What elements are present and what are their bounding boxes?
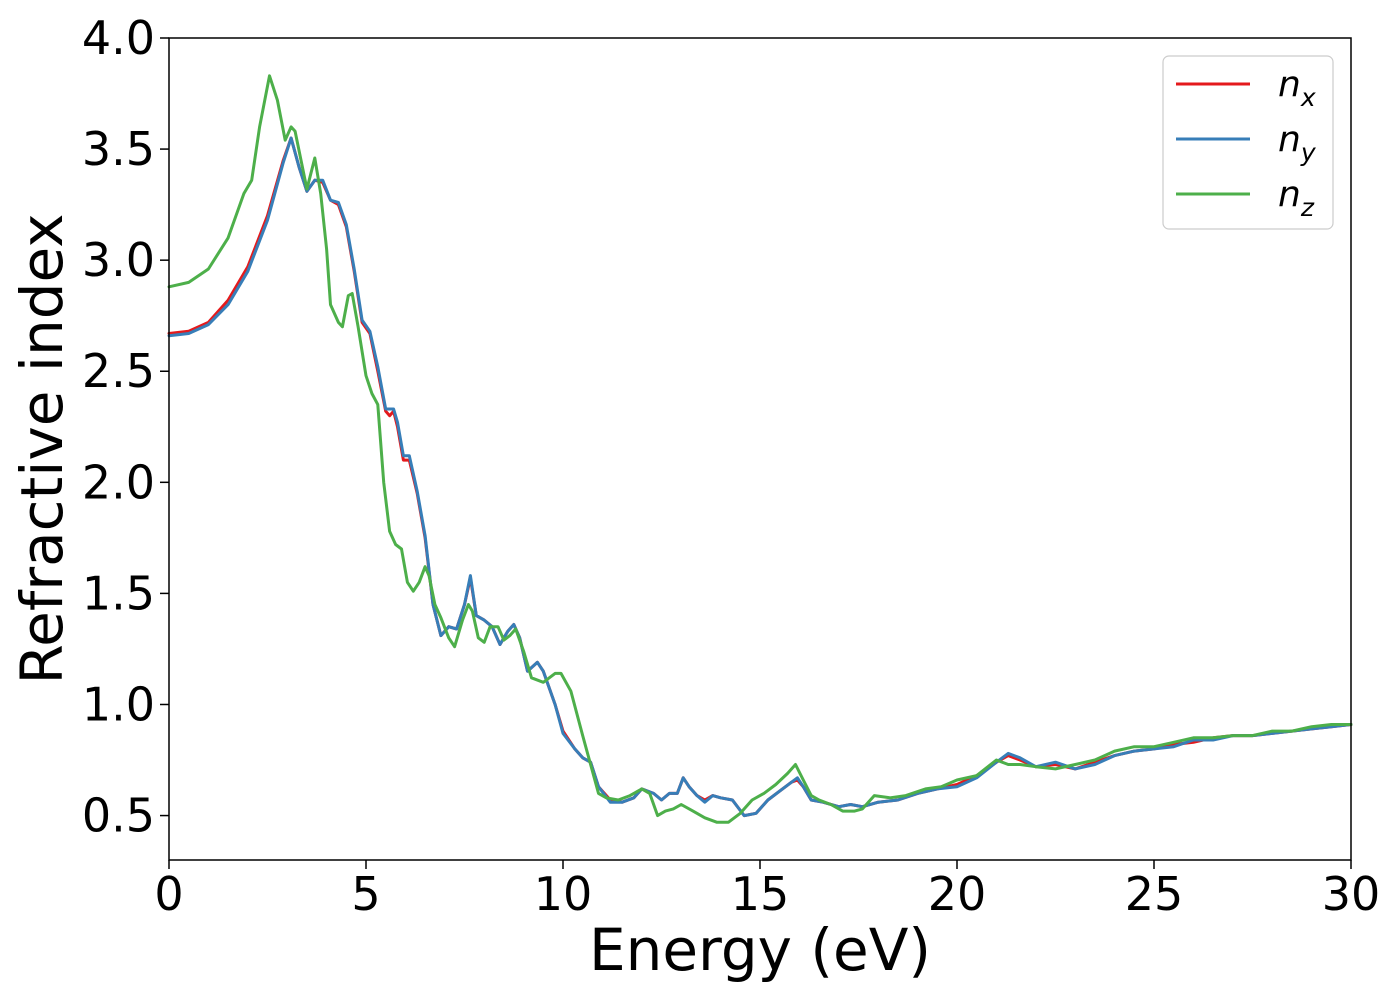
series-line-y [167,136,1353,818]
y-tick-label: 2.0 [82,455,155,509]
legend-label-subscript: z [1300,193,1315,222]
x-tick-label: 30 [1322,867,1381,921]
x-axis-ticks: 0 5 10 15 20 25 30 [154,860,1380,921]
legend-label-subscript: x [1300,83,1316,112]
legend-label-subscript: y [1300,138,1317,167]
y-tick-label: 2.5 [82,344,155,398]
y-tick-label: 3.5 [82,122,155,176]
y-tick-label: 3.0 [82,233,155,287]
y-axis-label: Refractive index [8,213,76,684]
y-tick-label: 1.5 [82,566,155,620]
series-lines [167,74,1353,824]
x-tick-label: 10 [534,867,593,921]
x-tick-label: 20 [928,867,987,921]
series-line-z [167,74,1353,824]
x-tick-label: 15 [731,867,790,921]
x-tick-label: 5 [351,867,380,921]
legend-box [1162,55,1334,230]
x-tick-label: 25 [1125,867,1184,921]
y-tick-label: 1.0 [82,677,155,731]
y-tick-label: 4.0 [82,11,155,65]
x-tick-label: 0 [154,867,183,921]
y-tick-label: 0.5 [82,789,155,843]
x-axis-label: Energy (eV) [589,916,931,984]
y-axis-ticks: 0.5 1.0 1.5 2.0 2.5 3.0 3.5 4.0 [82,11,169,843]
